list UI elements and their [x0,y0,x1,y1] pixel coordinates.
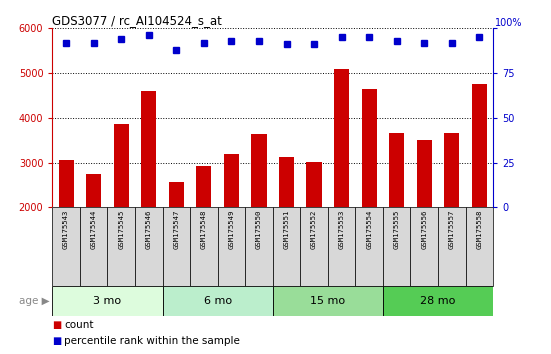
Text: GSM175558: GSM175558 [477,210,482,249]
Bar [389,133,404,207]
Bar [196,166,212,207]
Text: 3 mo: 3 mo [93,296,122,306]
Text: GSM175549: GSM175549 [229,210,234,249]
Text: GSM175543: GSM175543 [63,210,69,249]
Text: GSM175552: GSM175552 [311,210,317,249]
Bar [383,286,493,316]
Text: GDS3077 / rc_AI104524_s_at: GDS3077 / rc_AI104524_s_at [52,14,222,27]
Text: GSM175551: GSM175551 [284,210,289,249]
Bar [417,140,432,207]
Bar [300,207,328,286]
Text: GSM175547: GSM175547 [174,210,179,249]
Bar [444,133,460,207]
Bar [52,207,80,286]
Bar [86,174,101,207]
Text: GSM175545: GSM175545 [118,210,124,249]
Bar [273,207,300,286]
Text: GSM175544: GSM175544 [91,210,96,249]
Bar [438,207,466,286]
Text: 15 mo: 15 mo [310,296,345,306]
Text: GSM175548: GSM175548 [201,210,207,249]
Text: count: count [64,320,94,330]
Text: age ▶: age ▶ [19,296,50,306]
Bar [410,207,438,286]
Bar [355,207,383,286]
Bar [135,207,163,286]
Bar [218,207,245,286]
Text: GSM175556: GSM175556 [422,210,427,249]
Bar [114,124,129,207]
Text: 6 mo: 6 mo [203,296,232,306]
Bar [190,207,218,286]
Bar [273,286,383,316]
Bar [224,154,239,207]
Bar [472,84,487,207]
Text: GSM175546: GSM175546 [146,210,152,249]
Text: 100%: 100% [495,18,523,28]
Text: GSM175557: GSM175557 [449,210,455,249]
Bar [361,89,377,207]
Bar [58,160,74,207]
Bar [334,69,349,207]
Bar [52,286,163,316]
Bar [328,207,355,286]
Bar [163,207,190,286]
Text: ■: ■ [52,320,62,330]
Bar [80,207,107,286]
Text: GSM175554: GSM175554 [366,210,372,249]
Bar [279,157,294,207]
Text: GSM175553: GSM175553 [339,210,344,249]
Text: ■: ■ [52,336,62,346]
Bar [306,162,322,207]
Text: percentile rank within the sample: percentile rank within the sample [64,336,240,346]
Bar [107,207,135,286]
Bar [163,286,273,316]
Bar [466,207,493,286]
Text: GSM175550: GSM175550 [256,210,262,249]
Text: GSM175555: GSM175555 [394,210,399,249]
Bar [251,134,267,207]
Bar [245,207,273,286]
Text: 28 mo: 28 mo [420,296,456,306]
Bar [169,182,184,207]
Bar [383,207,410,286]
Bar [141,91,156,207]
